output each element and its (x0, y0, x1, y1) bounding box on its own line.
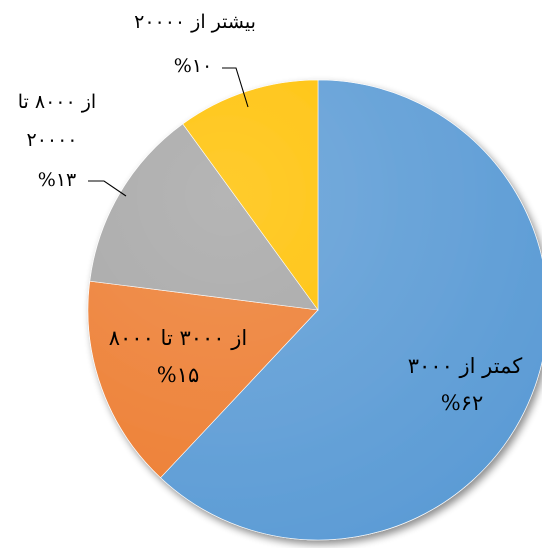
slice-value-0: %۶۲ (441, 391, 484, 415)
pie-highlight (88, 80, 542, 540)
slice-label-3: بیشتر از ۲۰۰۰۰ (134, 11, 256, 33)
slice-value-2: %۱۳ (38, 169, 76, 191)
slice-label-0: کمتر از ۳۰۰۰ (408, 354, 523, 379)
slice-value-3: %۱۰ (174, 55, 212, 77)
leader-line-2 (88, 180, 127, 197)
slice-label-2: از ۸۰۰۰ تا ۲۰۰۰۰ (18, 91, 103, 151)
leader-line-3 (222, 67, 249, 108)
slice-label-1: از ۳۰۰۰ تا ۸۰۰۰ (109, 326, 248, 351)
slice-value-1: %۱۵ (157, 363, 200, 387)
